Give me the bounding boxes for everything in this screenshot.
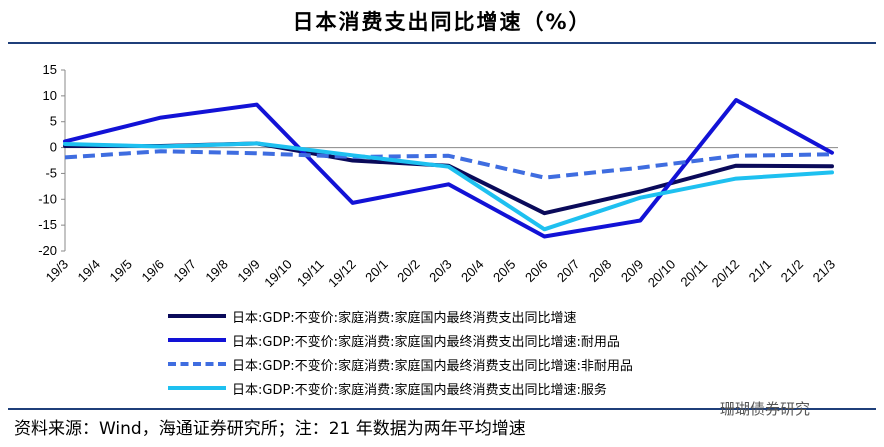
x-tick-label: 19/12 [325, 257, 359, 291]
y-tick-label: -5 [45, 165, 57, 180]
x-tick-label: 21/2 [778, 257, 807, 286]
x-tick-label: 20/3 [426, 257, 455, 286]
x-tick-label: 20/6 [522, 257, 551, 286]
x-tick-label: 19/5 [107, 257, 136, 286]
series-line-4 [63, 141, 834, 232]
source-note: 资料来源：Wind，海通证券研究所；注：21 年数据为两年平均增速 [14, 419, 526, 439]
x-tick-label: 21/3 [810, 257, 839, 286]
x-tick-label: 20/11 [677, 257, 710, 290]
x-tick-label: 19/7 [170, 257, 199, 286]
x-tick-label: 20/2 [394, 257, 423, 286]
y-tick-label: -10 [38, 191, 57, 206]
series-line-3 [64, 149, 833, 180]
x-tick-label: 20/4 [458, 257, 487, 286]
series-line-2 [63, 98, 834, 239]
y-tick-label: -15 [38, 217, 57, 232]
x-tick-label: 20/5 [490, 257, 519, 286]
x-tick-label: 19/4 [75, 257, 104, 286]
x-tick-label: 19/11 [294, 257, 327, 290]
footer-rule [8, 408, 876, 410]
legend-swatch [168, 362, 226, 366]
x-tick-label: 20/7 [554, 257, 583, 286]
chart-title: 日本消费支出同比增速（%） [292, 10, 592, 34]
legend-item-1: 日本:GDP:不变价:家庭消费:家庭国内最终消费支出同比增速 [168, 304, 633, 328]
legend-label: 日本:GDP:不变价:家庭消费:家庭国内最终消费支出同比增速 [232, 310, 577, 326]
legend-label: 日本:GDP:不变价:家庭消费:家庭国内最终消费支出同比增速:非耐用品 [232, 358, 633, 374]
x-tick-label: 20/12 [709, 257, 743, 291]
x-tick-label: 21/1 [746, 257, 775, 286]
x-tick-label: 20/1 [362, 257, 391, 286]
legend-item-4: 日本:GDP:不变价:家庭消费:家庭国内最终消费支出同比增速:服务 [168, 376, 633, 400]
x-tick-label: 19/10 [261, 257, 295, 291]
legend-item-2: 日本:GDP:不变价:家庭消费:家庭国内最终消费支出同比增速:耐用品 [168, 328, 633, 352]
title-rule [8, 42, 876, 44]
y-tick-label: 0 [50, 140, 57, 155]
y-tick-label: -20 [38, 243, 57, 258]
legend-label: 日本:GDP:不变价:家庭消费:家庭国内最终消费支出同比增速:服务 [232, 382, 607, 398]
legend-swatch [168, 338, 226, 342]
x-tick-label: 20/9 [618, 257, 647, 286]
legend-item-3: 日本:GDP:不变价:家庭消费:家庭国内最终消费支出同比增速:非耐用品 [168, 352, 633, 376]
x-tick-label: 20/8 [586, 257, 615, 286]
watermark: 珊瑚债券研究 [720, 400, 811, 418]
legend-swatch [168, 386, 226, 390]
x-tick-label: 19/3 [43, 257, 72, 286]
y-tick-label: 15 [43, 62, 57, 77]
y-tick-label: 5 [50, 114, 57, 129]
x-tick-label: 19/8 [202, 257, 231, 286]
x-tick-label: 19/6 [138, 257, 167, 286]
legend: 日本:GDP:不变价:家庭消费:家庭国内最终消费支出同比增速日本:GDP:不变价… [168, 304, 633, 400]
legend-swatch [168, 314, 226, 318]
x-tick-label: 20/10 [645, 257, 679, 291]
x-tick-label: 19/9 [234, 257, 263, 286]
legend-label: 日本:GDP:不变价:家庭消费:家庭国内最终消费支出同比增速:耐用品 [232, 334, 620, 350]
y-tick-label: 10 [43, 88, 57, 103]
